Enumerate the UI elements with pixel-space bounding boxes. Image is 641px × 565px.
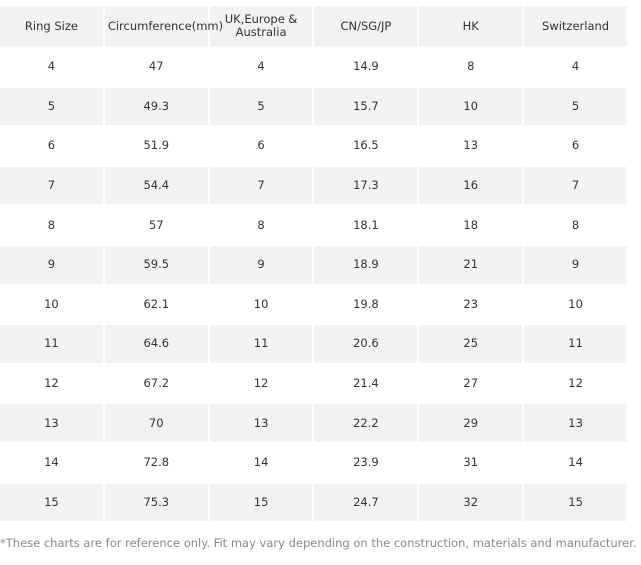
table-cell: 11 <box>524 325 627 363</box>
table-cell: 14 <box>568 455 583 470</box>
table-cell: 4 <box>47 59 56 74</box>
table-row: 5 49.3 5 15.7 10 5 <box>0 87 627 126</box>
table-cell: 19.8 <box>353 296 379 311</box>
table-cell: 15 <box>524 483 627 522</box>
table-cell: 5 <box>524 87 627 126</box>
table-row: 15 75.3 15 24.7 32 15 <box>0 483 627 522</box>
header-cell: Switzerland <box>524 6 627 46</box>
table-row: 9 59.5 9 18.9 21 9 <box>0 245 627 284</box>
table-cell: 9 <box>0 245 103 284</box>
table-cell: 14.9 <box>353 59 379 74</box>
table-cell: 31 <box>463 455 479 470</box>
table-body: 4 47 4 14.9 8 4 5 49.3 5 15.7 10 5 6 51.9 6 16.5 13 6 7 54.… <box>0 48 627 522</box>
footnote: *These charts are for reference only. Fi… <box>0 536 637 550</box>
table-cell: 32 <box>419 483 523 522</box>
table-cell: 10 <box>568 296 583 311</box>
table-cell: 7 <box>0 166 103 205</box>
table-cell: 15 <box>209 483 313 522</box>
table-cell: 7 <box>524 166 627 205</box>
table-row: 12 67.2 12 21.4 27 12 <box>0 365 627 403</box>
table-cell: 64.6 <box>104 325 208 363</box>
table-cell: 51.9 <box>143 138 170 153</box>
table-cell: 54.4 <box>104 166 208 205</box>
table-cell: 13 <box>0 404 103 442</box>
table-cell: 13 <box>463 138 479 153</box>
table-cell: 6 <box>47 138 56 153</box>
table-cell: 17.3 <box>314 166 418 205</box>
table-cell: 14 <box>44 455 59 470</box>
table-cell: 12 <box>253 376 269 391</box>
table-cell: 21 <box>419 245 523 284</box>
table-cell: 16 <box>419 166 523 205</box>
header-cell: CN/SG/JP <box>314 6 418 46</box>
table-cell: 67.2 <box>143 376 170 391</box>
table-cell: 18.9 <box>314 245 418 284</box>
table-cell: 6 <box>257 138 265 153</box>
table-cell: 13 <box>524 404 627 442</box>
ring-size-table: Ring Size Circumference(mm) UK,Europe & Au… <box>0 4 629 523</box>
table-cell: 10 <box>44 296 59 311</box>
table-row: 11 64.6 11 20.6 25 11 <box>0 325 627 363</box>
table-cell: 29 <box>419 404 523 442</box>
header-cell: Ring Size <box>0 6 103 46</box>
table-cell: 23 <box>463 296 479 311</box>
table-cell: 14 <box>253 455 269 470</box>
table-cell: 23.9 <box>353 455 379 470</box>
table-cell: 4 <box>571 59 580 74</box>
table-cell: 8 <box>257 217 265 232</box>
table-cell: 15.7 <box>314 87 418 126</box>
table-cell: 22.2 <box>314 404 418 442</box>
table-cell: 4 <box>257 59 265 74</box>
table-cell: 70 <box>104 404 208 442</box>
table-cell: 5 <box>209 87 313 126</box>
table-cell: 57 <box>148 217 164 232</box>
table-cell: 11 <box>0 325 103 363</box>
table-cell: 18.1 <box>353 217 379 232</box>
header-cell: HK <box>419 6 523 46</box>
table-row: 14 72.8 14 23.9 31 14 <box>0 444 627 482</box>
header-cell: UK,Europe & Australia <box>209 6 313 46</box>
table-cell: 10 <box>253 296 269 311</box>
table-cell: 62.1 <box>143 296 170 311</box>
header-cell: Circumference(mm) <box>104 6 223 46</box>
table-row: 13 70 13 22.2 29 13 <box>0 404 627 442</box>
table-cell: 9 <box>209 245 313 284</box>
page: Ring Size Circumference(mm) UK,Europe & Au… <box>0 4 641 565</box>
table-cell: 16.5 <box>353 138 379 153</box>
table-row: 7 54.4 7 17.3 16 7 <box>0 166 627 205</box>
table-cell: 12 <box>568 376 583 391</box>
table-row: 8 57 8 18.1 18 8 <box>0 206 627 244</box>
table-cell: 8 <box>47 217 56 232</box>
table-cell: 6 <box>571 138 580 153</box>
table-row: 10 62.1 10 19.8 23 10 <box>0 286 627 324</box>
table-cell: 7 <box>209 166 313 205</box>
table-cell: 59.5 <box>104 245 208 284</box>
table-cell: 20.6 <box>314 325 418 363</box>
table-cell: 18 <box>463 217 479 232</box>
table-cell: 12 <box>44 376 59 391</box>
table-row: 4 47 4 14.9 8 4 <box>0 48 627 86</box>
table-cell: 72.8 <box>143 455 170 470</box>
table-cell: 75.3 <box>104 483 208 522</box>
table-cell: 8 <box>571 217 580 232</box>
table-cell: 9 <box>524 245 627 284</box>
table-cell: 5 <box>0 87 103 126</box>
table-cell: 8 <box>467 59 475 74</box>
table-row: 6 51.9 6 16.5 13 6 <box>0 127 627 165</box>
table-cell: 27 <box>463 376 479 391</box>
table-cell: 49.3 <box>104 87 208 126</box>
header-row: Ring Size Circumference(mm) UK,Europe & Au… <box>0 6 627 46</box>
table-cell: 13 <box>209 404 313 442</box>
table-cell: 47 <box>148 59 164 74</box>
table-cell: 24.7 <box>314 483 418 522</box>
table-cell: 11 <box>209 325 313 363</box>
table-cell: 25 <box>419 325 523 363</box>
table-cell: 15 <box>0 483 103 522</box>
table-cell: 21.4 <box>353 376 379 391</box>
table-cell: 10 <box>419 87 523 126</box>
